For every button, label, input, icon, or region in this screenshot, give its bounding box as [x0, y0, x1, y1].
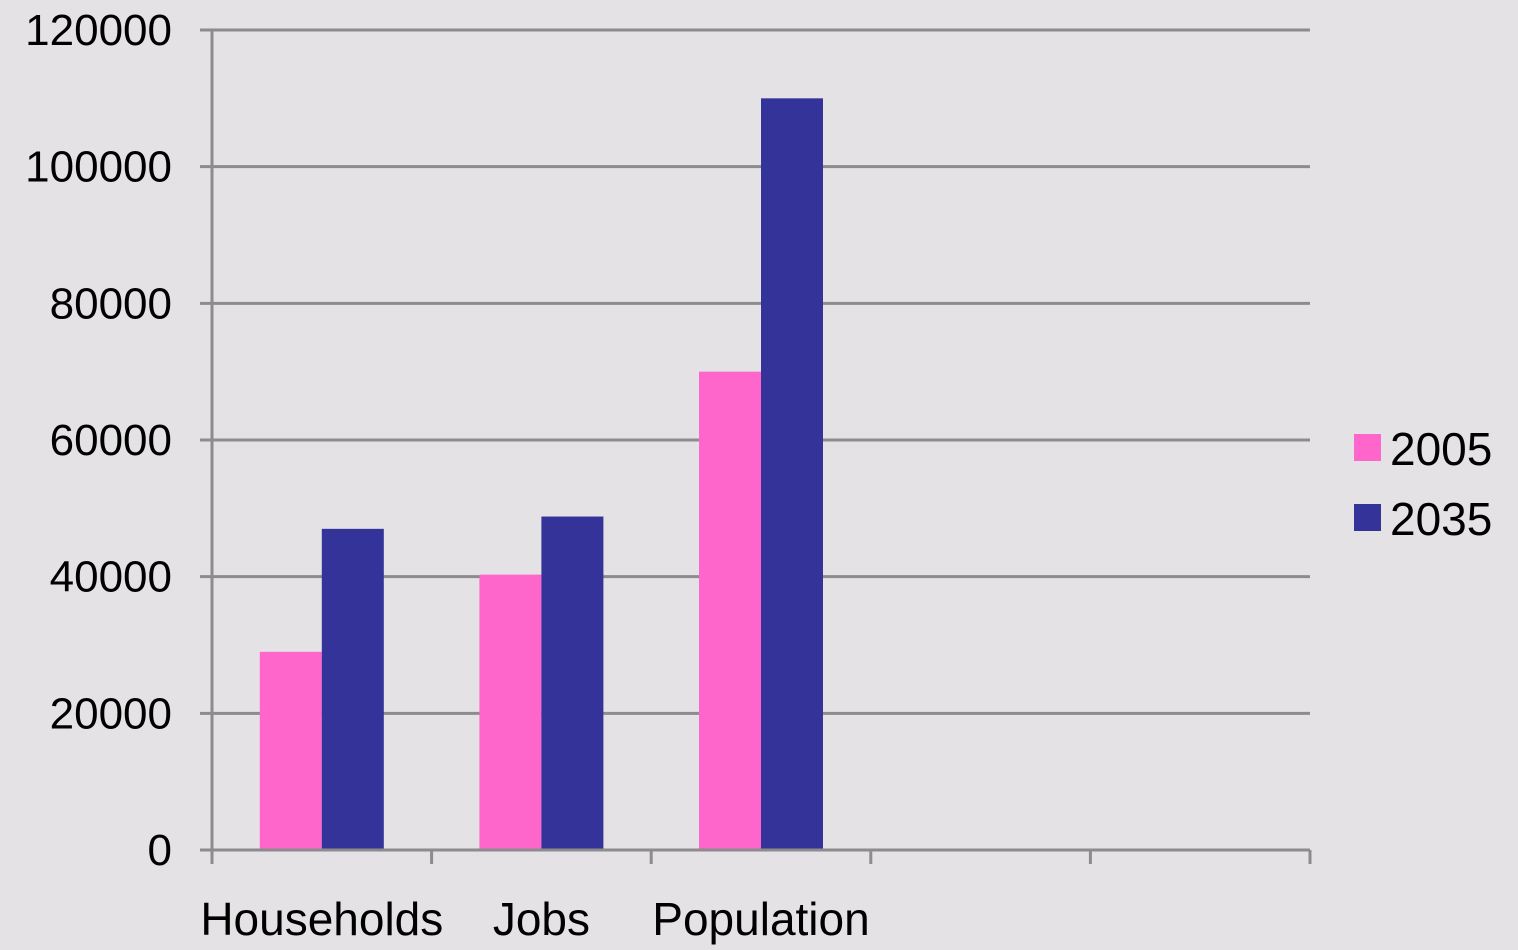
y-tick-label: 20000: [50, 689, 172, 738]
legend-swatch-2035: [1354, 504, 1381, 531]
axes: [210, 30, 1312, 864]
legend-label: 2035: [1390, 493, 1492, 545]
x-category-label: Jobs: [493, 893, 590, 945]
legend: 2005 2035: [1354, 423, 1492, 545]
bar-2035: [761, 98, 823, 851]
bar-2035: [321, 528, 384, 850]
y-tick-label: 80000: [50, 279, 172, 328]
bar-2035: [541, 516, 604, 850]
y-axis-tick-labels: 0 20000 40000 60000 80000 100000 120000: [25, 6, 172, 875]
y-tick-label: 60000: [50, 416, 172, 465]
y-tick-label: 100000: [25, 143, 172, 192]
bars: [259, 98, 823, 851]
y-tick-label: 0: [148, 826, 172, 875]
y-tick-label: 120000: [25, 6, 172, 55]
legend-swatch-2005: [1354, 434, 1381, 461]
legend-label: 2005: [1390, 423, 1492, 475]
bar-2005: [699, 371, 761, 850]
y-tick-label: 40000: [50, 553, 172, 602]
bar-2005: [259, 651, 322, 850]
x-axis-category-labels: Households Jobs Population: [200, 893, 869, 945]
bar-2005: [479, 574, 542, 850]
x-category-label: Households: [200, 893, 443, 945]
x-category-label: Population: [652, 893, 869, 945]
